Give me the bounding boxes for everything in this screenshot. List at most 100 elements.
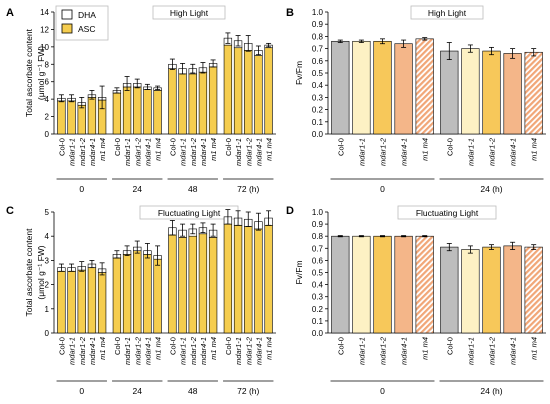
x-tick-label: m1 m4	[98, 337, 107, 360]
bar-fvfm	[461, 48, 480, 135]
panel-letter: B	[286, 7, 294, 19]
bar-asc	[97, 272, 107, 334]
bar-fvfm	[352, 40, 371, 135]
y-tick-label: 3	[45, 256, 50, 265]
x-tick-label: mdar1-2	[379, 137, 388, 166]
bar-fvfm	[373, 235, 392, 334]
x-tick-label: mdar1-2	[379, 336, 388, 365]
bar-fvfm	[352, 235, 371, 334]
bar-fvfm	[503, 53, 522, 135]
y-axis-label: Fv/Fm	[294, 61, 304, 85]
bar-asc	[188, 73, 197, 135]
bar-asc	[244, 226, 253, 334]
legend-swatch-asc	[61, 23, 73, 34]
bar-asc	[133, 250, 142, 334]
y-tick-label: 1.0	[312, 8, 324, 17]
x-tick-label: mdar1-1	[179, 138, 188, 166]
group-label: 0	[380, 386, 385, 396]
x-tick-label: Col-0	[57, 337, 66, 355]
group-label: 24	[133, 386, 143, 396]
bar-asc	[233, 47, 243, 135]
panel-c: C 0 1 2 3 4 5 Total ascorbate content (μmol g⁻¹ …	[6, 205, 276, 396]
x-tick-label: mdar1-2	[488, 137, 497, 166]
panel-d: D 0.0 0.1 0.2 0.3 0.4 0.5 0.6 0.7 0.8 0.9 1.0 Fv/Fm F…	[286, 205, 546, 396]
y-tick-label: 0.8	[312, 232, 324, 241]
bar-fvfm	[482, 246, 501, 334]
x-tick-label: mdar1-1	[179, 337, 188, 365]
y-tick-label: 0.3	[312, 93, 324, 102]
y-tick-label: 12	[40, 25, 49, 34]
x-tick-label: mdar1-1	[234, 138, 243, 166]
panel-letter: A	[6, 7, 14, 19]
bar-fvfm	[331, 235, 350, 334]
bar-asc	[198, 71, 208, 135]
bar-asc	[254, 228, 263, 334]
chart-title: Fluctuating Light	[158, 208, 221, 218]
bar-asc	[168, 234, 177, 334]
group-label: 0	[380, 184, 385, 194]
bar-asc	[178, 73, 187, 135]
bar-asc	[254, 55, 263, 135]
y-tick-label: 0.2	[312, 305, 324, 314]
x-tick-label: m1 m4	[98, 138, 107, 161]
x-tick-label: m1 m4	[209, 138, 218, 161]
title-box	[410, 5, 484, 20]
bar-asc	[178, 237, 187, 334]
x-tick-label: mdar1-1	[123, 138, 132, 166]
bar-asc	[153, 90, 162, 135]
x-tick-label: m1 m4	[530, 138, 539, 161]
y-tick-label: 0.1	[312, 118, 324, 127]
bar-asc	[233, 225, 243, 334]
bar-asc	[112, 92, 122, 135]
bar-asc	[223, 223, 233, 334]
x-tick-label: m1 m4	[154, 337, 163, 360]
y-tick-label: 0.1	[312, 317, 324, 326]
bar-asc	[57, 100, 66, 135]
legend-label-dha: DHA	[78, 10, 96, 20]
x-tick-label: mdar1-1	[68, 138, 77, 166]
y-tick-label: 0.5	[312, 269, 324, 278]
legend-label-asc: ASC	[78, 24, 95, 34]
y-tick-label: 0	[45, 329, 50, 338]
x-tick-label: mdar4-1	[199, 138, 208, 166]
y-tick-label: 6	[45, 78, 50, 87]
chart-title: Fluctuating Light	[416, 208, 479, 218]
bar-asc	[208, 237, 218, 334]
y-tick-label: 0.0	[312, 329, 324, 338]
y-tick-label: 0.7	[312, 244, 324, 253]
x-tick-label: mdar4-1	[400, 337, 409, 365]
y-tick-label: 0.4	[312, 281, 324, 290]
bar-asc	[77, 104, 86, 135]
bar-asc	[77, 269, 86, 334]
title-box	[397, 205, 497, 220]
bar-asc	[188, 235, 197, 334]
y-tick-label: 5	[45, 208, 50, 217]
x-tick-label: m1 m4	[265, 337, 274, 360]
y-tick-label: 2	[45, 113, 50, 122]
group-label: 24 (h)	[480, 386, 502, 396]
y-tick-label: 2	[45, 281, 50, 290]
x-tick-label: mdar1-2	[189, 137, 198, 166]
x-tick-label: mdar4-1	[400, 138, 409, 166]
x-tick-label: Col-0	[336, 138, 345, 156]
bar-asc	[198, 233, 208, 334]
bar-asc	[112, 257, 122, 334]
x-tick-label: mdar1-2	[78, 137, 87, 166]
x-tick-label: m1 m4	[209, 337, 218, 360]
bar-fvfm	[524, 51, 543, 135]
y-axis-unit-label: (μmol g⁻¹ FW)	[36, 46, 46, 100]
y-tick-label: 0.8	[312, 32, 324, 41]
y-tick-label: 4	[45, 95, 50, 104]
bar-fvfm	[524, 246, 543, 334]
y-tick-label: 0.6	[312, 57, 324, 66]
y-axis-label: Total ascorbate content	[24, 228, 34, 317]
x-tick-label: m1 m4	[421, 337, 430, 360]
y-tick-label: 0.5	[312, 69, 324, 78]
bar-asc	[143, 89, 152, 135]
y-tick-label: 0.4	[312, 81, 324, 90]
chart-title: High Light	[170, 8, 209, 18]
x-tick-label: Col-0	[336, 337, 345, 355]
y-tick-label: 4	[45, 232, 50, 241]
